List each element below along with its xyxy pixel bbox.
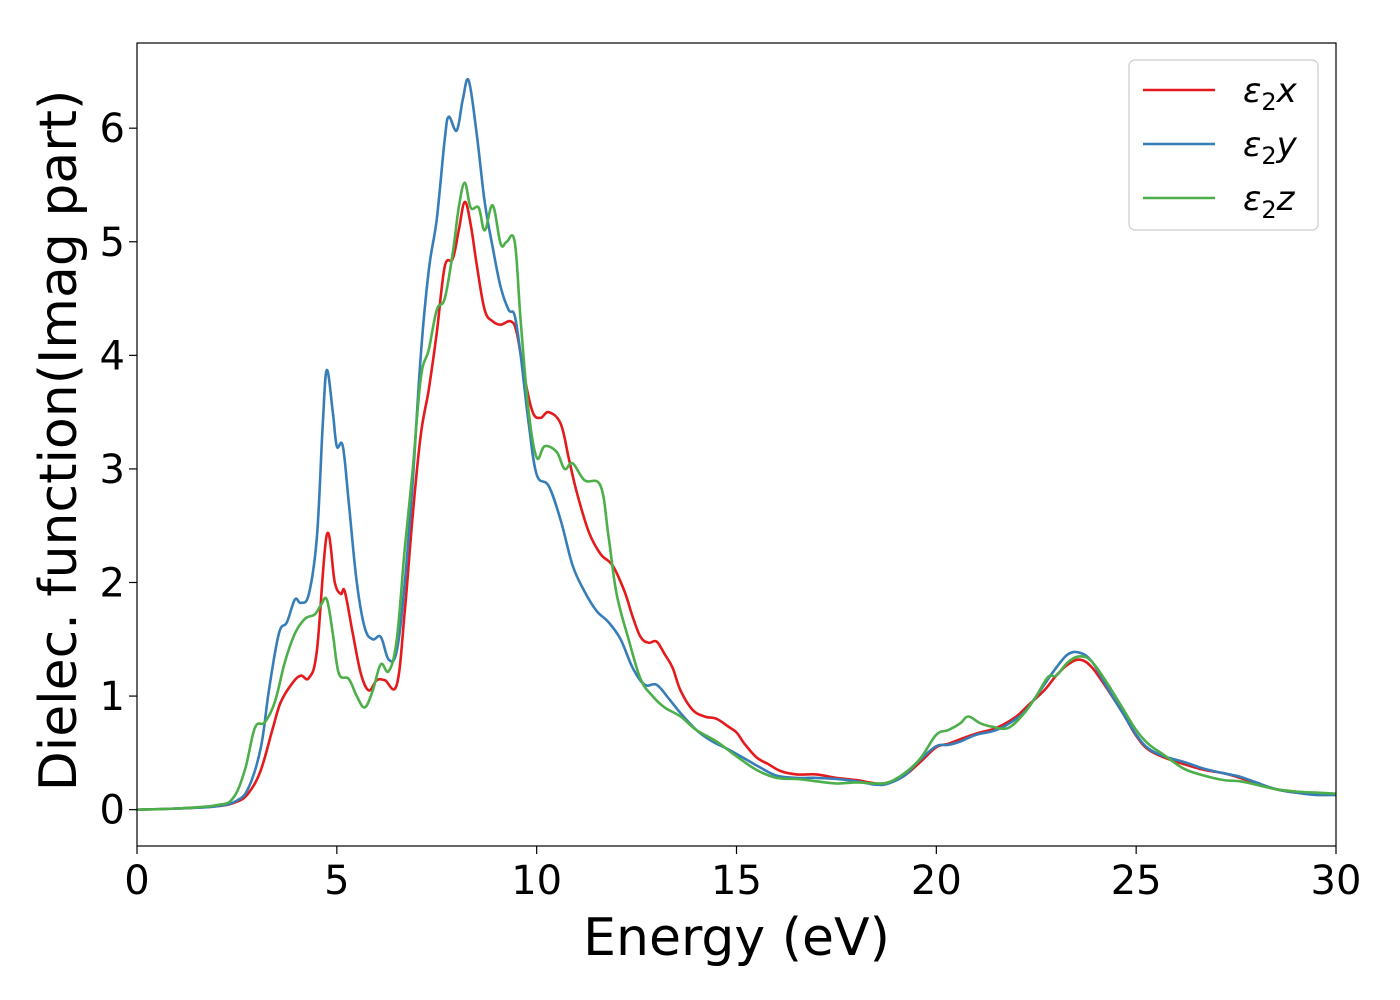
x-tick-label: 15 [711,858,762,904]
x-tick-label: 0 [124,858,149,904]
y-tick-label: 4 [100,333,125,379]
x-tick-label: 25 [1111,858,1162,904]
legend-label: ε2z [1243,179,1296,224]
legend-item-x: ε2x [1143,71,1298,116]
y-tick-label: 0 [100,788,125,834]
y-tick-label: 2 [100,560,125,606]
legend-label: ε2x [1243,71,1298,116]
y-axis: 0 1 2 3 4 5 6 [100,106,137,834]
x-tick-label: 10 [511,858,562,904]
legend-item-z: ε2z [1143,179,1296,224]
x-tick-label: 20 [911,858,962,904]
y-tick-label: 6 [100,106,125,152]
series-line-z [137,181,1336,811]
x-tick-label: 30 [1311,858,1362,904]
x-axis: 0 5 10 15 20 25 30 [124,846,1361,904]
y-tick-label: 1 [100,674,125,720]
y-tick-label: 5 [100,220,125,266]
legend-box [1128,59,1319,231]
series-layer [137,77,1336,811]
y-axis-label: Dielec. function(Imag part) [29,90,89,792]
x-tick-label: 5 [324,858,349,904]
legend: ε2x ε2y ε2z [1128,59,1319,231]
series-line-y [137,77,1336,811]
legend-item-y: ε2y [1143,125,1298,170]
x-axis-label: Energy (eV) [583,908,890,968]
series-line-x [137,200,1336,811]
y-tick-label: 3 [100,447,125,493]
legend-label: ε2y [1243,125,1298,170]
